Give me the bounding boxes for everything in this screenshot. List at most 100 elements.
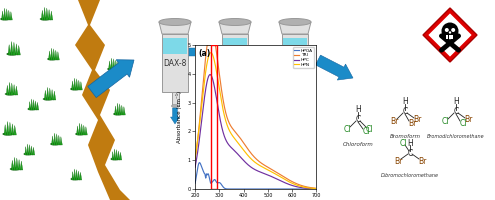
- Ellipse shape: [292, 104, 298, 108]
- Text: Br: Br: [464, 116, 472, 124]
- Ellipse shape: [75, 133, 85, 135]
- Circle shape: [449, 31, 451, 34]
- Text: Cl: Cl: [365, 124, 373, 134]
- TRI: [313, 187, 319, 190]
- Bar: [223, 38, 247, 54]
- Polygon shape: [41, 10, 44, 20]
- HPOA: [251, 188, 257, 190]
- Polygon shape: [119, 104, 121, 115]
- HPC: [198, 123, 204, 125]
- Polygon shape: [72, 172, 74, 180]
- Polygon shape: [8, 82, 11, 95]
- Polygon shape: [57, 52, 59, 60]
- Ellipse shape: [40, 18, 50, 21]
- Polygon shape: [33, 147, 35, 155]
- Polygon shape: [31, 146, 33, 155]
- Polygon shape: [117, 103, 119, 115]
- Polygon shape: [58, 135, 60, 145]
- HPOA: [248, 188, 254, 190]
- HPOA: [313, 188, 319, 190]
- Ellipse shape: [232, 104, 239, 108]
- Ellipse shape: [43, 98, 53, 100]
- Polygon shape: [49, 88, 51, 100]
- Text: Cl: Cl: [441, 116, 449, 126]
- Ellipse shape: [70, 178, 80, 180]
- Polygon shape: [75, 0, 130, 200]
- Polygon shape: [20, 161, 23, 170]
- Polygon shape: [4, 125, 7, 135]
- FancyArrow shape: [249, 46, 281, 58]
- TRI: [198, 103, 204, 105]
- FancyArrow shape: [170, 108, 180, 124]
- HPN: [192, 157, 198, 159]
- HPN: [288, 181, 294, 184]
- Text: Cl: Cl: [399, 138, 407, 148]
- Bar: [211, 45, 217, 189]
- Bar: [162, 34, 188, 92]
- Ellipse shape: [279, 19, 311, 25]
- TRI: [204, 44, 210, 46]
- Text: DAX-8: DAX-8: [163, 58, 187, 68]
- Polygon shape: [51, 136, 54, 145]
- Text: C: C: [407, 148, 413, 158]
- Polygon shape: [115, 60, 117, 70]
- Polygon shape: [13, 157, 16, 170]
- Ellipse shape: [107, 68, 117, 70]
- Text: C: C: [453, 108, 459, 116]
- Circle shape: [456, 34, 461, 38]
- Polygon shape: [423, 8, 477, 62]
- TRI: [248, 152, 254, 154]
- Text: Br: Br: [394, 156, 402, 166]
- Polygon shape: [27, 144, 29, 155]
- Bar: [445, 34, 455, 38]
- Text: IRA-958: IRA-958: [280, 58, 310, 68]
- Text: H: H: [453, 98, 459, 106]
- Text: Cl: Cl: [343, 124, 351, 134]
- HPN: [251, 160, 257, 163]
- HPC: [248, 166, 254, 168]
- Circle shape: [440, 34, 444, 38]
- Ellipse shape: [70, 88, 80, 90]
- HPOA: [192, 182, 198, 184]
- Ellipse shape: [159, 19, 191, 25]
- Circle shape: [442, 22, 458, 40]
- Polygon shape: [123, 107, 125, 115]
- Polygon shape: [10, 12, 12, 20]
- TRI: [251, 156, 257, 158]
- Polygon shape: [74, 169, 76, 180]
- Polygon shape: [13, 125, 16, 135]
- HPN: [208, 51, 214, 54]
- Text: Br: Br: [390, 116, 398, 126]
- Ellipse shape: [23, 153, 33, 155]
- Polygon shape: [117, 62, 119, 70]
- Polygon shape: [50, 48, 53, 60]
- FancyArrow shape: [88, 60, 134, 98]
- Polygon shape: [50, 11, 53, 20]
- Ellipse shape: [5, 92, 15, 96]
- Polygon shape: [55, 50, 57, 60]
- Polygon shape: [49, 51, 51, 60]
- Polygon shape: [79, 123, 81, 135]
- Bar: [283, 38, 307, 54]
- TRI: [192, 158, 198, 161]
- Polygon shape: [74, 78, 76, 90]
- Polygon shape: [279, 22, 311, 34]
- Polygon shape: [53, 133, 56, 145]
- HPOA: [288, 188, 294, 190]
- Polygon shape: [3, 8, 6, 20]
- Polygon shape: [10, 41, 13, 55]
- Polygon shape: [219, 22, 251, 34]
- Polygon shape: [110, 58, 113, 70]
- Text: Dibromochloromethane: Dibromochloromethane: [381, 173, 439, 178]
- Polygon shape: [11, 124, 14, 135]
- Polygon shape: [85, 127, 87, 135]
- Bar: [282, 34, 308, 92]
- HPN: [310, 187, 316, 190]
- Ellipse shape: [0, 18, 10, 20]
- Polygon shape: [116, 150, 118, 160]
- HPN: [313, 187, 319, 190]
- Circle shape: [456, 48, 461, 52]
- Polygon shape: [29, 145, 31, 155]
- Text: XAD-4: XAD-4: [223, 58, 247, 68]
- Polygon shape: [13, 84, 16, 95]
